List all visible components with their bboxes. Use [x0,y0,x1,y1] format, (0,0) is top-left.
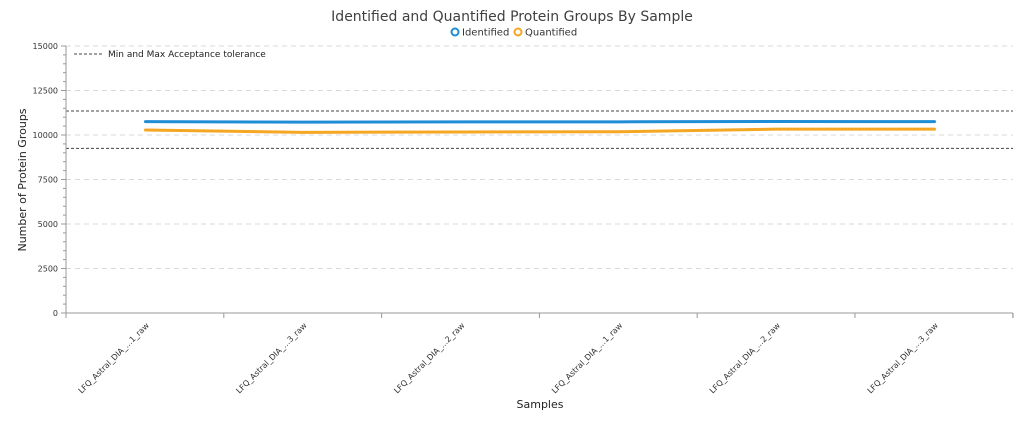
data-point-quantified[interactable] [144,129,147,132]
x-tick-label: LFQ_Astral_DIA_...2_raw [708,321,783,396]
chart-title: Identified and Quantified Protein Groups… [331,9,693,25]
acceptance-legend-label: Min and Max Acceptance tolerance [108,50,266,60]
x-tick-label: LFQ_Astral_DIA_...3_raw [234,321,309,396]
data-point-identified[interactable] [617,120,620,123]
grid-lines [66,45,1013,269]
data-point-identified[interactable] [933,120,936,123]
data-point-quantified[interactable] [933,128,936,131]
legend-quantified-label[interactable]: Quantified [525,28,577,39]
data-point-quantified[interactable] [617,130,620,133]
y-tick-label: 15000 [33,42,58,51]
data-point-quantified[interactable] [460,130,463,133]
data-point-identified[interactable] [144,120,147,123]
data-point-identified[interactable] [775,120,778,123]
y-tick-label: 0 [53,309,58,318]
data-point-quantified[interactable] [775,128,778,131]
acceptance-bands [66,110,1013,149]
x-axis-label: Samples [517,398,564,411]
axes: 0 2500 5000 7500 10000 12500 15000 LFQ_Astral_D… [33,42,1014,396]
series-lines [144,119,936,134]
x-tick-label: LFQ_Astral_DIA_...3_raw [866,321,941,396]
acceptance-legend: Min and Max Acceptance tolerance [74,50,266,60]
y-axis-label: Number of Protein Groups [16,108,29,251]
data-point-quantified[interactable] [302,131,305,134]
x-tick-label: LFQ_Astral_DIA_...1_raw [550,321,625,396]
legend-quantified-icon[interactable] [513,27,523,37]
legend: Identified Quantified [450,27,577,39]
x-tick-label: LFQ_Astral_DIA_...1_raw [77,321,152,396]
x-tick-label: LFQ_Astral_DIA_...2_raw [392,321,467,396]
y-tick-label: 12500 [33,87,58,96]
y-tick-label: 7500 [38,176,58,185]
data-point-identified[interactable] [460,120,463,123]
series-line-quantified[interactable] [144,127,936,134]
y-tick-label: 5000 [38,220,58,229]
y-tick-label: 10000 [33,131,58,140]
legend-identified-icon[interactable] [450,27,460,37]
y-tick-label: 2500 [38,265,58,274]
data-point-identified[interactable] [302,121,305,124]
series-line-identified[interactable] [144,119,936,124]
legend-identified-label[interactable]: Identified [462,28,509,39]
